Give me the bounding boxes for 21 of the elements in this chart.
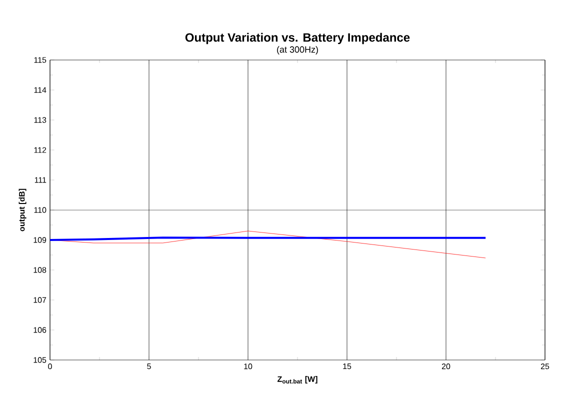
y-tick-label: 115	[34, 57, 46, 63]
x-axis-title: Z$_{out.bat}$ [W]	[277, 376, 318, 384]
y-tick-label: 108	[34, 267, 46, 273]
chart-subtitle: (at 300Hz)	[277, 46, 318, 54]
x-tick-label: 20	[442, 364, 450, 370]
y-tick-label: 111	[34, 177, 46, 183]
x-tick-label: 5	[147, 364, 151, 370]
x-tick-label: 10	[244, 364, 252, 370]
y-tick-label: 105	[34, 357, 46, 363]
y-axis-title: output [dB]	[18, 188, 26, 232]
x-tick-label: 15	[343, 364, 352, 370]
x-tick-label: 0	[48, 364, 52, 370]
chart-title: Output Variation vs. Battery Impedance	[185, 32, 410, 44]
x-tick-label: 25	[540, 364, 550, 370]
y-tick-label: 109	[34, 237, 46, 243]
y-tick-label: 113	[34, 117, 46, 123]
y-tick-label: 106	[34, 327, 46, 333]
y-tick-label: 112	[34, 147, 46, 153]
y-tick-label: 114	[34, 87, 46, 93]
y-tick-label: 110	[34, 207, 46, 213]
y-tick-label: 107	[34, 297, 46, 303]
